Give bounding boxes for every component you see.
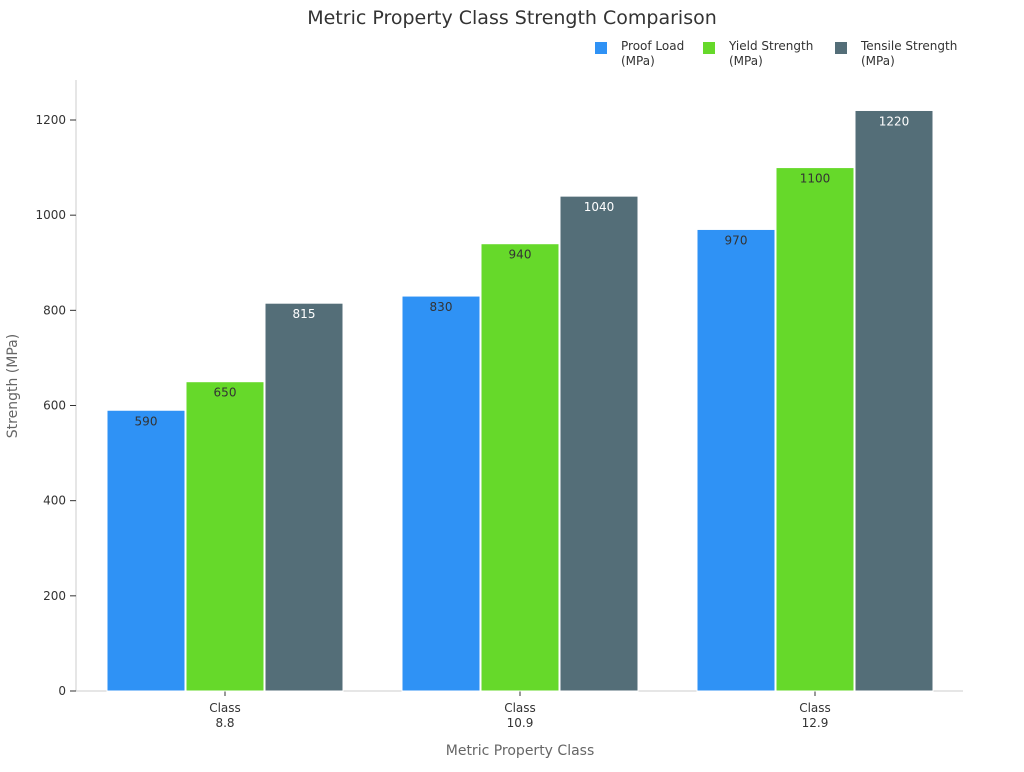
bar bbox=[106, 409, 186, 692]
y-tick-label: 600 bbox=[43, 399, 66, 413]
bar bbox=[480, 243, 560, 692]
x-axis-label: Metric Property Class bbox=[446, 743, 595, 759]
bar bbox=[401, 295, 481, 692]
y-tick-label: 200 bbox=[43, 589, 66, 603]
data-label: 940 bbox=[509, 248, 532, 262]
data-label: 830 bbox=[430, 300, 453, 314]
legend-label: (MPa) bbox=[729, 54, 763, 68]
bar bbox=[696, 228, 776, 692]
y-tick-label: 800 bbox=[43, 303, 66, 317]
x-tick-label: 12.9 bbox=[802, 716, 829, 730]
data-label: 1100 bbox=[800, 172, 831, 186]
legend-label: (MPa) bbox=[861, 54, 895, 68]
bar bbox=[185, 381, 265, 692]
y-tick-label: 0 bbox=[58, 684, 66, 698]
y-tick-label: 1000 bbox=[35, 208, 66, 222]
chart-title: Metric Property Class Strength Compariso… bbox=[307, 7, 717, 29]
data-label: 970 bbox=[725, 233, 748, 247]
legend-label: Yield Strength bbox=[728, 39, 813, 53]
bar bbox=[854, 109, 934, 692]
y-tick-label: 400 bbox=[43, 494, 66, 508]
x-tick-label: Class bbox=[209, 701, 241, 715]
x-tick-label: 8.8 bbox=[215, 716, 234, 730]
bar bbox=[264, 302, 344, 692]
data-label: 815 bbox=[293, 307, 316, 321]
y-axis-label: Strength (MPa) bbox=[5, 334, 21, 438]
legend-swatch bbox=[703, 42, 715, 54]
x-tick-label: Class bbox=[799, 701, 831, 715]
bar bbox=[559, 195, 639, 692]
data-label: 650 bbox=[214, 386, 237, 400]
data-label: 590 bbox=[135, 414, 158, 428]
legend-label: (MPa) bbox=[621, 54, 655, 68]
data-label: 1220 bbox=[879, 114, 910, 128]
legend-label: Proof Load bbox=[621, 39, 684, 53]
data-label: 1040 bbox=[584, 200, 615, 214]
legend-swatch bbox=[595, 42, 607, 54]
bar bbox=[775, 167, 855, 692]
legend-label: Tensile Strength bbox=[860, 39, 957, 53]
x-tick-label: Class bbox=[504, 701, 536, 715]
x-tick-label: 10.9 bbox=[507, 716, 534, 730]
y-tick-label: 1200 bbox=[35, 113, 66, 127]
legend-swatch bbox=[835, 42, 847, 54]
